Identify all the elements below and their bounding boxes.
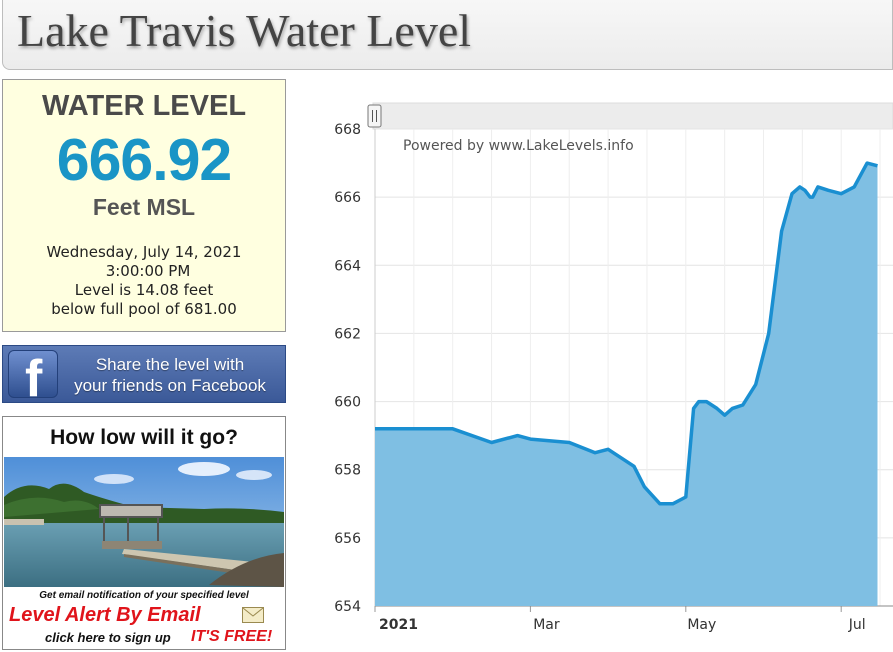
y-tick-label: 668 xyxy=(334,122,361,138)
facebook-share-text: Share the level with your friends on Fac… xyxy=(65,354,275,396)
x-tick-label: Jul xyxy=(848,617,866,633)
y-tick-label: 656 xyxy=(334,531,361,547)
water-level-unit: Feet MSL xyxy=(92,194,196,220)
y-tick-label: 664 xyxy=(334,258,361,274)
reading-time: 3:00:00 PM xyxy=(105,262,191,280)
range-selector-handle[interactable] xyxy=(367,104,382,128)
facebook-icon: f xyxy=(8,350,58,408)
chart-credit: Powered by www.LakeLevels.info xyxy=(403,138,634,154)
x-tick-label: May xyxy=(687,617,716,633)
level-alert-ad[interactable]: How low will it go? xyxy=(2,416,286,650)
facebook-share-line-1: Share the level with xyxy=(95,355,245,374)
full-pool-note: below full pool of 681.00 xyxy=(51,300,237,318)
range-selector-bar[interactable] xyxy=(372,102,893,130)
water-level-chart: 654 656 658 660 662 664 666 668 2021 Mar May Jul P… xyxy=(315,96,893,641)
water-level-value: 666.92 xyxy=(56,127,232,193)
signup-link[interactable]: click here to sign up xyxy=(45,630,171,645)
x-tick-label: Mar xyxy=(533,617,560,633)
y-tick-label: 662 xyxy=(334,326,361,342)
y-tick-label: 666 xyxy=(334,190,361,206)
page-title: Lake Travis Water Level xyxy=(17,5,472,56)
x-tick-label: 2021 xyxy=(379,617,418,633)
alert-question: How low will it go? xyxy=(50,426,238,449)
reading-date: Wednesday, July 14, 2021 xyxy=(46,243,242,261)
y-axis-ticks: 654 656 658 660 662 664 666 668 xyxy=(334,122,361,615)
page-header: Lake Travis Water Level xyxy=(2,0,893,70)
water-level-panel: WATER LEVEL 666.92 Feet MSL Wednesday, J… xyxy=(2,79,286,332)
y-tick-label: 660 xyxy=(334,395,361,411)
facebook-share-line-2: your friends on Facebook xyxy=(74,376,266,395)
envelope-icon xyxy=(242,607,264,628)
lake-dock-photo xyxy=(4,457,284,587)
facebook-logo-letter: f xyxy=(25,350,43,408)
level-difference: Level is 14.08 feet xyxy=(74,281,214,299)
water-level-info: Wednesday, July 14, 2021 3:00:00 PM Leve… xyxy=(3,243,285,319)
y-tick-label: 658 xyxy=(334,463,361,479)
alert-headline: Level Alert By Email xyxy=(9,604,201,626)
level-area-fill xyxy=(375,163,878,606)
y-tick-label: 654 xyxy=(334,599,361,615)
level-series-line xyxy=(375,161,878,506)
alert-notice-text: Get email notification of your specified… xyxy=(39,590,249,601)
facebook-share-banner[interactable]: f Share the level with your friends on F… xyxy=(2,345,286,408)
water-level-label: WATER LEVEL xyxy=(41,90,247,122)
free-badge: IT'S FREE! xyxy=(191,628,273,645)
